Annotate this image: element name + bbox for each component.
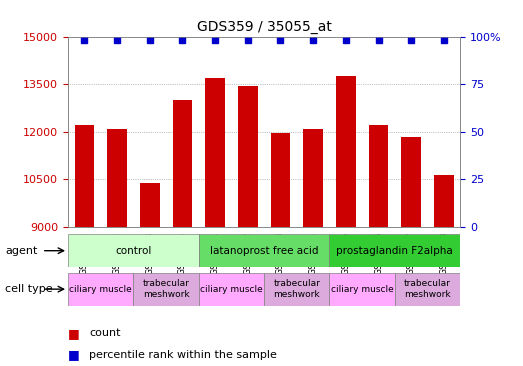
Bar <box>206 78 225 227</box>
FancyBboxPatch shape <box>133 273 199 306</box>
Text: trabecular
meshwork: trabecular meshwork <box>143 279 189 299</box>
Text: ciliary muscle: ciliary muscle <box>70 285 132 294</box>
Text: ■: ■ <box>68 326 79 340</box>
Bar <box>140 183 160 227</box>
FancyBboxPatch shape <box>199 234 329 267</box>
Bar <box>107 128 127 227</box>
FancyBboxPatch shape <box>68 273 133 306</box>
Bar <box>303 128 323 227</box>
FancyBboxPatch shape <box>329 273 395 306</box>
FancyBboxPatch shape <box>264 273 329 306</box>
Bar <box>74 126 94 227</box>
FancyBboxPatch shape <box>395 273 460 306</box>
Text: control: control <box>115 246 152 256</box>
FancyBboxPatch shape <box>199 273 264 306</box>
Text: ■: ■ <box>68 348 79 362</box>
Text: cell type: cell type <box>5 284 53 294</box>
Bar <box>336 76 356 227</box>
Text: ciliary muscle: ciliary muscle <box>200 285 263 294</box>
Bar <box>238 86 257 227</box>
Text: prostaglandin F2alpha: prostaglandin F2alpha <box>336 246 453 256</box>
Text: trabecular
meshwork: trabecular meshwork <box>274 279 320 299</box>
FancyBboxPatch shape <box>68 234 199 267</box>
Text: latanoprost free acid: latanoprost free acid <box>210 246 319 256</box>
Bar <box>434 175 453 227</box>
Text: trabecular
meshwork: trabecular meshwork <box>404 279 451 299</box>
Bar <box>402 137 421 227</box>
Text: count: count <box>89 328 120 338</box>
Title: GDS359 / 35055_at: GDS359 / 35055_at <box>197 20 332 34</box>
Bar <box>173 100 192 227</box>
Text: agent: agent <box>5 246 38 256</box>
Text: percentile rank within the sample: percentile rank within the sample <box>89 350 277 360</box>
Text: ciliary muscle: ciliary muscle <box>331 285 393 294</box>
Bar <box>369 126 388 227</box>
Bar <box>271 133 290 227</box>
FancyBboxPatch shape <box>329 234 460 267</box>
